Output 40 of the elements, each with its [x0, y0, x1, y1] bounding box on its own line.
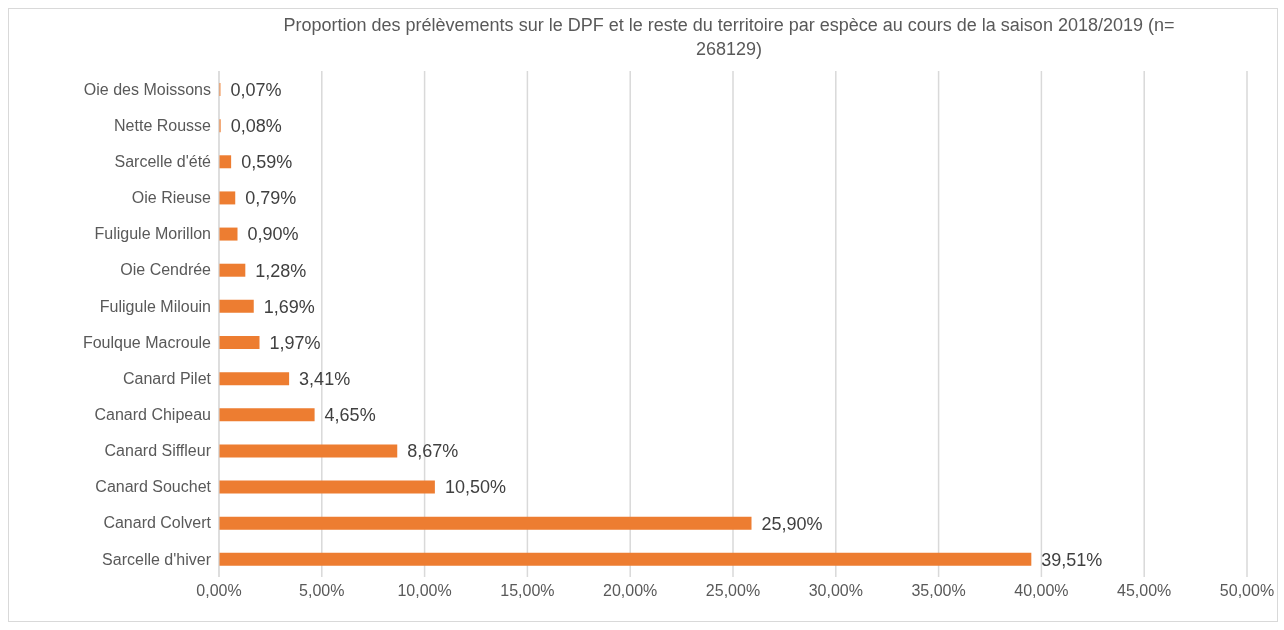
data-label: 10,50%	[444, 477, 506, 498]
data-label: 3,41%	[299, 369, 351, 390]
data-label: 0,79%	[245, 188, 297, 209]
y-tick-label: Oie Cendrée	[120, 261, 212, 279]
data-label: 0,08%	[230, 116, 282, 137]
y-tick-label: Sarcelle d'été	[114, 153, 212, 171]
x-tick-label: 10,00%	[397, 582, 452, 600]
y-tick-label: Fuligule Morillon	[94, 225, 211, 243]
data-label: 1,97%	[269, 332, 321, 353]
x-tick-label: 15,00%	[500, 582, 555, 600]
x-tick-label: 0,00%	[196, 582, 242, 600]
chart-title: Proportion des prélèvements sur le DPF et le reste du territoire par espèce au cours de la saison 2018/2019 (n= 268129)	[282, 14, 1176, 61]
y-tick-label: Fuligule Milouin	[99, 297, 211, 315]
data-label: 1,69%	[263, 296, 315, 317]
data-label: 8,67%	[407, 441, 459, 462]
data-label: 0,59%	[241, 152, 293, 173]
x-tick-label: 45,00%	[1117, 582, 1172, 600]
y-tick-label: Canard Souchet	[95, 478, 212, 496]
y-tick-label: Foulque Macroule	[82, 333, 212, 351]
data-label: 1,28%	[255, 260, 307, 281]
data-label: 0,07%	[230, 79, 282, 100]
x-tick-label: 20,00%	[603, 582, 658, 600]
data-label: 25,90%	[761, 513, 823, 534]
y-tick-label: Canard Siffleur	[104, 442, 212, 460]
data-label: 39,51%	[1041, 549, 1103, 570]
y-tick-label: Canard Pilet	[122, 369, 212, 387]
x-tick-label: 35,00%	[911, 582, 966, 600]
y-tick-label: Canard Chipeau	[94, 406, 211, 424]
y-tick-label: Oie Rieuse	[131, 189, 212, 207]
x-tick-label: 50,00%	[1219, 582, 1275, 600]
data-label: 0,90%	[247, 224, 299, 245]
x-tick-label: 25,00%	[705, 582, 761, 600]
x-tick-label: 5,00%	[299, 582, 345, 600]
y-tick-label: Nette Rousse	[114, 116, 212, 134]
y-tick-label: Sarcelle d'hiver	[102, 550, 212, 568]
x-tick-label: 40,00%	[1014, 582, 1069, 600]
y-tick-label: Canard Colvert	[103, 514, 212, 532]
x-tick-label: 30,00%	[808, 582, 863, 600]
data-label: 4,65%	[324, 405, 376, 426]
y-tick-label: Oie des Moissons	[83, 80, 211, 98]
